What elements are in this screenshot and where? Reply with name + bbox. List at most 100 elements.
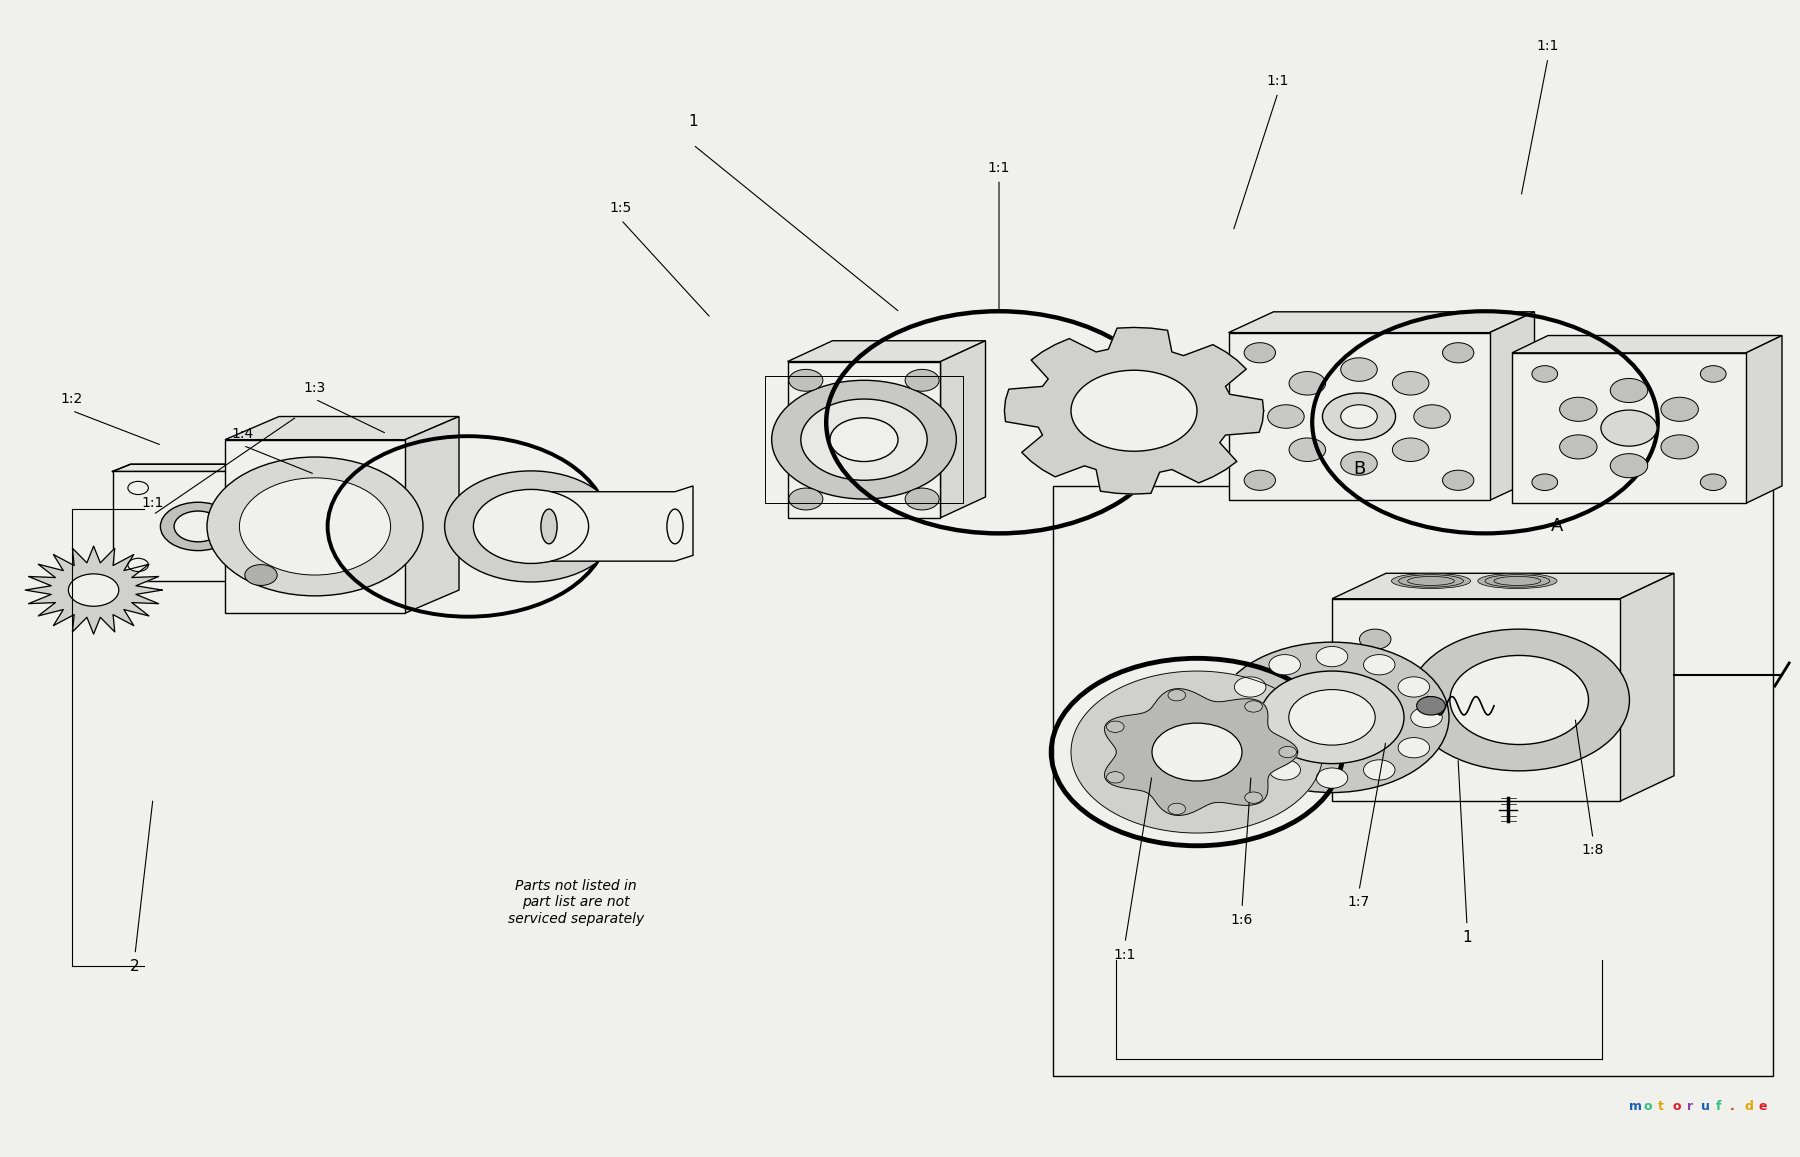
Ellipse shape [1478, 573, 1557, 589]
Text: m: m [1629, 1100, 1642, 1113]
Circle shape [160, 502, 236, 551]
Polygon shape [112, 472, 284, 581]
Polygon shape [25, 546, 162, 634]
Circle shape [1364, 655, 1395, 675]
Circle shape [1341, 405, 1377, 428]
Text: 1:1: 1:1 [1267, 74, 1289, 88]
Circle shape [1600, 410, 1658, 447]
Circle shape [801, 399, 927, 480]
Text: o: o [1643, 1100, 1652, 1113]
Circle shape [248, 559, 268, 572]
Circle shape [1316, 768, 1348, 788]
Polygon shape [788, 340, 986, 361]
Text: 2: 2 [130, 959, 140, 973]
Text: f: f [1715, 1100, 1721, 1113]
Ellipse shape [1391, 573, 1471, 589]
Circle shape [1399, 738, 1429, 758]
Ellipse shape [1485, 575, 1550, 587]
Text: A: A [1552, 517, 1562, 536]
Circle shape [128, 559, 148, 572]
Text: Parts not listed in
part list are not
serviced separately: Parts not listed in part list are not se… [508, 879, 644, 926]
Circle shape [1289, 690, 1375, 745]
Circle shape [445, 471, 617, 582]
Circle shape [1661, 435, 1699, 459]
Polygon shape [1512, 353, 1746, 503]
Text: t: t [1658, 1100, 1663, 1113]
Circle shape [1323, 393, 1395, 440]
Text: 1:6: 1:6 [1231, 913, 1253, 927]
Text: 1:7: 1:7 [1348, 896, 1370, 909]
Circle shape [1413, 405, 1451, 428]
Circle shape [1701, 366, 1726, 382]
Polygon shape [225, 440, 405, 613]
Circle shape [1393, 439, 1429, 462]
Circle shape [788, 488, 823, 510]
Circle shape [1071, 370, 1197, 451]
Circle shape [1442, 342, 1474, 363]
Circle shape [772, 381, 956, 499]
Circle shape [1393, 371, 1429, 395]
Circle shape [1244, 470, 1276, 491]
Circle shape [1417, 697, 1445, 715]
Polygon shape [1620, 573, 1674, 801]
Polygon shape [1071, 671, 1323, 833]
Ellipse shape [1399, 575, 1463, 587]
Circle shape [1278, 746, 1296, 758]
Circle shape [1359, 629, 1391, 649]
Circle shape [1611, 378, 1647, 403]
Polygon shape [1746, 336, 1782, 503]
Circle shape [1246, 793, 1262, 803]
Circle shape [1611, 454, 1647, 478]
Ellipse shape [666, 509, 684, 544]
Text: 1:1: 1:1 [988, 161, 1010, 175]
Text: 1:1: 1:1 [1114, 948, 1136, 961]
Circle shape [905, 369, 940, 391]
Text: 1: 1 [688, 115, 698, 128]
Circle shape [1559, 397, 1597, 421]
Text: r: r [1687, 1100, 1692, 1113]
Circle shape [68, 574, 119, 606]
Circle shape [175, 511, 221, 541]
Circle shape [1260, 671, 1404, 764]
Polygon shape [1332, 573, 1674, 599]
Ellipse shape [1494, 576, 1541, 585]
Circle shape [239, 478, 391, 575]
Circle shape [1289, 439, 1325, 462]
Circle shape [830, 418, 898, 462]
Polygon shape [405, 417, 459, 613]
Polygon shape [940, 340, 986, 518]
Circle shape [1364, 760, 1395, 780]
Circle shape [1359, 751, 1391, 771]
Circle shape [1341, 358, 1377, 382]
Polygon shape [1512, 336, 1782, 353]
Text: 1:1: 1:1 [142, 496, 164, 510]
Polygon shape [1004, 327, 1264, 494]
Circle shape [473, 489, 589, 563]
Circle shape [128, 481, 148, 494]
Polygon shape [1053, 486, 1773, 1076]
Text: 1:5: 1:5 [610, 201, 632, 215]
Polygon shape [112, 464, 302, 581]
Circle shape [1235, 677, 1265, 697]
Text: u: u [1701, 1100, 1710, 1113]
Circle shape [1701, 474, 1726, 491]
Circle shape [1532, 474, 1557, 491]
Circle shape [207, 457, 423, 596]
Text: 1:4: 1:4 [232, 427, 254, 441]
Polygon shape [1332, 599, 1620, 801]
Polygon shape [1228, 311, 1534, 332]
Polygon shape [1105, 688, 1298, 816]
Text: B: B [1354, 459, 1364, 478]
Text: 1:3: 1:3 [304, 381, 326, 395]
Circle shape [905, 488, 940, 510]
Polygon shape [112, 464, 302, 472]
Text: 1:8: 1:8 [1582, 843, 1604, 857]
Text: d: d [1744, 1100, 1753, 1113]
Text: e: e [1759, 1100, 1768, 1113]
Circle shape [1244, 342, 1276, 363]
Polygon shape [225, 417, 459, 440]
Ellipse shape [1408, 576, 1454, 585]
Circle shape [1411, 707, 1442, 728]
Circle shape [1442, 470, 1474, 491]
Circle shape [1168, 690, 1186, 701]
